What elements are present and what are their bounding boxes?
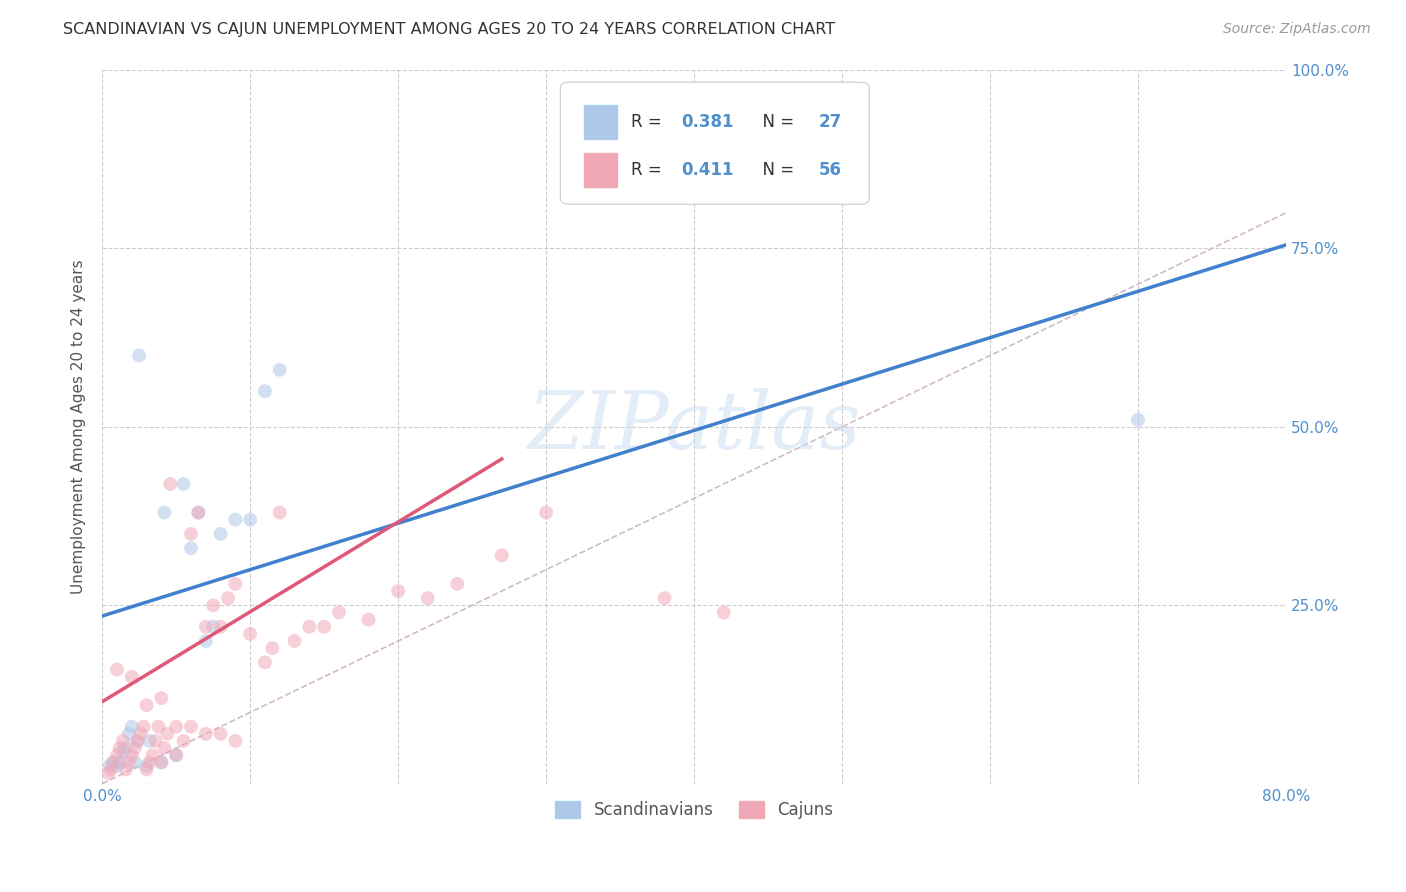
Point (180, 527, 202, 541)
Point (194, 634, 217, 648)
Point (269, 506, 291, 520)
Point (202, 599, 225, 613)
Point (217, 591, 239, 606)
Point (124, 741, 146, 756)
FancyBboxPatch shape (583, 153, 617, 187)
Point (124, 756, 146, 770)
Point (224, 577, 246, 591)
Point (446, 577, 468, 591)
Point (180, 541, 202, 556)
Text: Source: ZipAtlas.com: Source: ZipAtlas.com (1223, 22, 1371, 37)
Point (103, 756, 125, 770)
Text: 27: 27 (818, 113, 842, 131)
Point (239, 627, 262, 641)
Point (654, 591, 676, 606)
Point (159, 477, 181, 491)
Point (314, 620, 336, 634)
Point (118, 756, 141, 770)
Point (209, 527, 232, 541)
Text: 56: 56 (818, 161, 841, 179)
Point (165, 748, 187, 763)
Legend: Scandinavians, Cajuns: Scandinavians, Cajuns (548, 794, 839, 825)
Point (135, 759, 157, 773)
Point (298, 620, 321, 634)
Point (416, 591, 439, 606)
Point (165, 720, 187, 734)
Point (111, 734, 134, 748)
Point (141, 748, 163, 763)
Point (138, 734, 160, 748)
Point (253, 656, 276, 670)
Point (165, 748, 187, 763)
Point (153, 506, 176, 520)
Point (127, 734, 149, 748)
Point (148, 720, 170, 734)
Point (115, 741, 138, 756)
Point (97, 766, 120, 780)
Text: ZIPatlas: ZIPatlas (527, 388, 860, 466)
Point (153, 741, 176, 756)
Point (100, 763, 122, 777)
Point (269, 363, 291, 377)
Point (713, 606, 735, 620)
Text: R =: R = (631, 113, 668, 131)
Text: N =: N = (752, 161, 800, 179)
Point (105, 759, 128, 773)
Point (150, 756, 173, 770)
Point (209, 727, 232, 741)
Point (209, 620, 232, 634)
Point (194, 727, 217, 741)
Point (118, 727, 141, 741)
Point (129, 727, 152, 741)
Point (224, 513, 246, 527)
Point (202, 620, 225, 634)
Point (187, 506, 209, 520)
Text: SCANDINAVIAN VS CAJUN UNEMPLOYMENT AMONG AGES 20 TO 24 YEARS CORRELATION CHART: SCANDINAVIAN VS CAJUN UNEMPLOYMENT AMONG… (63, 22, 835, 37)
Point (187, 506, 209, 520)
Point (491, 549, 513, 563)
Point (357, 613, 380, 627)
Point (105, 663, 128, 677)
Point (387, 584, 409, 599)
Point (135, 698, 157, 713)
Point (239, 513, 262, 527)
Text: N =: N = (752, 113, 800, 131)
Point (224, 734, 246, 748)
Point (150, 756, 173, 770)
Point (132, 720, 155, 734)
Text: 0.411: 0.411 (681, 161, 734, 179)
Point (127, 734, 149, 748)
Point (534, 506, 557, 520)
Point (173, 477, 195, 491)
Point (145, 734, 167, 748)
Point (180, 720, 202, 734)
Point (194, 620, 217, 634)
Point (284, 634, 307, 648)
Point (173, 734, 195, 748)
Point (105, 748, 128, 763)
Point (115, 763, 138, 777)
Text: 0.381: 0.381 (681, 113, 734, 131)
Point (156, 727, 179, 741)
Y-axis label: Unemployment Among Ages 20 to 24 years: Unemployment Among Ages 20 to 24 years (72, 260, 86, 594)
Point (121, 748, 143, 763)
Point (98, 759, 121, 773)
Point (108, 741, 131, 756)
Text: R =: R = (631, 161, 668, 179)
Point (138, 756, 160, 770)
Point (253, 384, 276, 399)
Point (111, 745, 134, 759)
FancyBboxPatch shape (561, 82, 869, 204)
Point (128, 349, 150, 363)
FancyBboxPatch shape (583, 105, 617, 139)
Point (262, 641, 284, 656)
Point (108, 756, 131, 770)
Point (150, 691, 173, 706)
Point (121, 720, 143, 734)
Point (135, 763, 157, 777)
Point (121, 670, 143, 684)
Point (101, 756, 124, 770)
Point (328, 606, 350, 620)
Point (1126, 413, 1149, 427)
